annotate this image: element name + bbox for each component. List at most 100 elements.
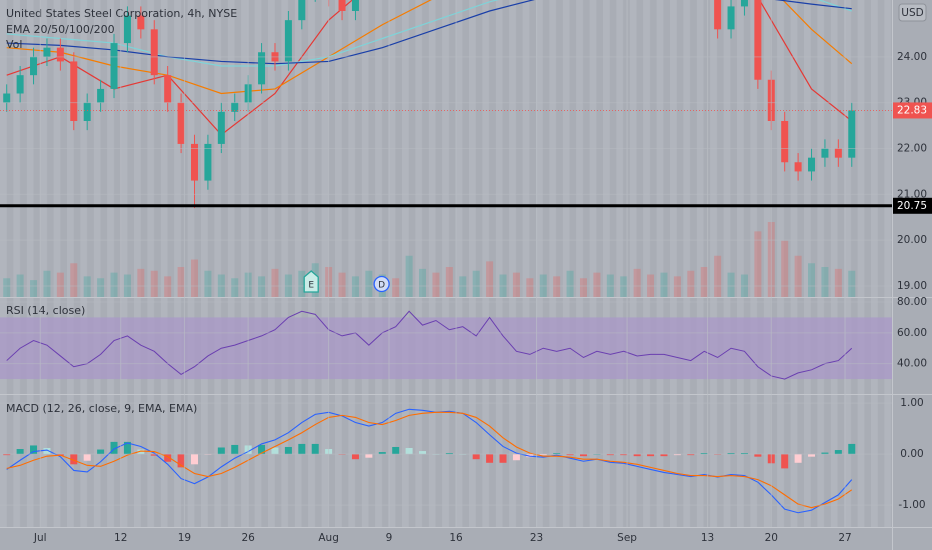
- volume-bar: [392, 278, 400, 297]
- macd-histogram-bar: [351, 454, 359, 460]
- volume-bar: [365, 270, 373, 297]
- candle-body: [794, 162, 802, 172]
- macd-histogram-bar: [781, 454, 789, 469]
- volume-bar: [821, 267, 829, 297]
- volume-bar: [620, 276, 628, 297]
- macd-histogram-bar: [30, 445, 38, 455]
- candle-body: [190, 143, 198, 181]
- x-tick-label: 13: [701, 532, 714, 544]
- candle-body: [43, 47, 51, 57]
- y-tick-label: 40.00: [897, 358, 927, 370]
- macd-histogram-bar: [620, 454, 628, 456]
- macd-histogram-bar: [231, 444, 239, 455]
- macd-histogram-bar: [16, 449, 24, 455]
- candle-body: [164, 75, 172, 103]
- volume-bar: [808, 263, 816, 297]
- event-marker: [303, 270, 319, 293]
- macd-histogram-bar: [445, 453, 453, 455]
- volume-bar: [781, 240, 789, 297]
- macd-histogram-bar: [633, 454, 641, 457]
- macd-histogram-bar: [687, 454, 695, 456]
- x-tick-label: 9: [386, 532, 393, 544]
- volume-bar: [56, 272, 64, 297]
- candle-body: [137, 15, 145, 30]
- x-tick-label: 16: [449, 532, 463, 544]
- x-tick-label: 12: [114, 532, 127, 544]
- macd-legend: MACD (12, 26, close, 9, EMA, EMA): [6, 402, 197, 415]
- x-tick-label: Sep: [617, 532, 637, 544]
- volume-bar: [445, 267, 453, 297]
- candle-body: [258, 52, 266, 85]
- y-tick-label: 60.00: [897, 327, 927, 339]
- macd-histogram-bar: [405, 448, 413, 455]
- y-tick-label: 21.00: [897, 188, 927, 200]
- macd-histogram-bar: [566, 454, 574, 456]
- candle-body: [16, 75, 24, 94]
- macd-histogram-bar: [553, 453, 561, 455]
- macd-histogram-bar: [311, 443, 319, 455]
- macd-histogram-bar: [848, 443, 856, 455]
- volume-bar: [43, 270, 51, 297]
- candle-body: [848, 110, 856, 158]
- volume-bar: [459, 276, 467, 297]
- y-tick-label: 0.00: [900, 448, 923, 460]
- y-tick-label: 20.00: [897, 234, 927, 246]
- volume-bar: [338, 272, 346, 297]
- volume-bar: [258, 276, 266, 297]
- macd-histogram-bar: [808, 454, 816, 457]
- ema-legend: EMA 20/50/100/200: [6, 23, 115, 36]
- volume-bar: [660, 272, 668, 297]
- macd-histogram-bar: [298, 443, 306, 455]
- macd-histogram-bar: [740, 453, 748, 455]
- volume-bar: [714, 255, 722, 297]
- x-tick-label: 23: [530, 532, 543, 544]
- candle-body: [204, 143, 212, 181]
- volume-bar: [70, 263, 78, 297]
- candle-body: [740, 0, 748, 7]
- macd-histogram-bar: [700, 453, 708, 455]
- volume-bar: [700, 267, 708, 297]
- macd-histogram-bar: [150, 454, 158, 456]
- volume-bar: [351, 276, 359, 297]
- candle-body: [821, 148, 829, 158]
- macd-histogram-bar: [794, 454, 802, 463]
- macd-histogram-bar: [110, 441, 118, 455]
- macd-histogram-bar: [660, 454, 668, 457]
- volume-bar: [526, 278, 534, 297]
- candle-body: [338, 0, 346, 11]
- macd-histogram-bar: [673, 454, 681, 456]
- candle-body: [30, 56, 38, 76]
- volume-bar: [593, 272, 601, 297]
- volume-bar: [512, 272, 520, 297]
- macd-histogram-bar: [378, 452, 386, 455]
- ema-line: [6, 0, 853, 95]
- macd-histogram-bar: [258, 444, 266, 455]
- candle-body: [177, 102, 185, 144]
- macd-histogram-bar: [512, 454, 520, 461]
- volume-bar: [834, 268, 842, 297]
- horizontal-line-badge: [893, 197, 932, 214]
- volume-bar: [204, 270, 212, 297]
- candle-body: [97, 88, 105, 103]
- macd-histogram-bar: [3, 454, 11, 456]
- currency-badge[interactable]: [898, 3, 927, 22]
- session-background: [0, 0, 892, 527]
- volume-bar: [97, 278, 105, 297]
- macd-histogram-bar: [190, 454, 198, 465]
- candle-body: [284, 20, 292, 62]
- volume-bar: [553, 276, 561, 297]
- macd-histogram-bar: [579, 454, 587, 457]
- volume-bar: [150, 270, 158, 297]
- candle-body: [70, 61, 78, 121]
- macd-histogram-bar: [486, 454, 494, 463]
- volume-bar: [30, 280, 38, 297]
- candle-body: [150, 29, 158, 76]
- volume-bar: [472, 270, 480, 297]
- macd-histogram-bar: [834, 450, 842, 455]
- macd-pane: [3, 408, 856, 514]
- volume-bar: [405, 255, 413, 297]
- y-tick-label: 24.00: [897, 51, 927, 63]
- candle-body: [351, 0, 359, 12]
